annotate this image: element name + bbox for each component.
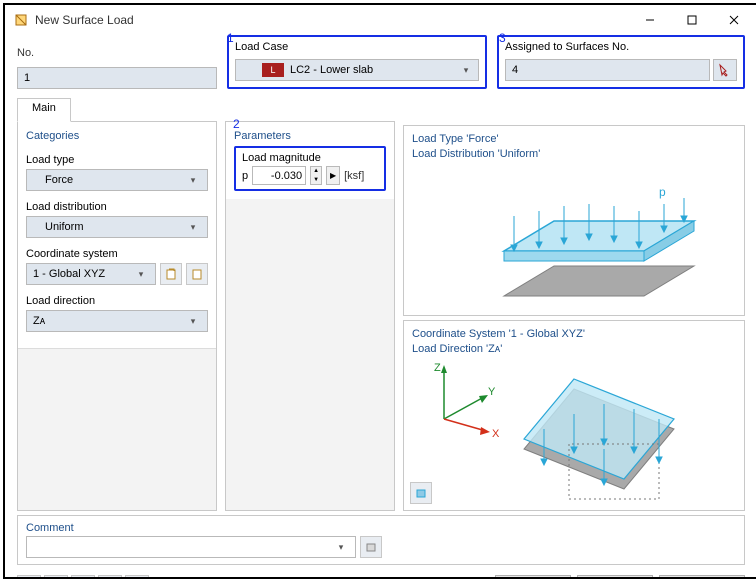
comment-title: Comment — [26, 522, 736, 534]
comment-lib-button[interactable] — [360, 536, 382, 558]
load-type-dropdown[interactable]: Force▾ — [26, 169, 208, 191]
load-case-dropdown[interactable]: L LC2 - Lower slab ▾ — [235, 59, 479, 81]
pick-surfaces-button[interactable] — [713, 59, 737, 81]
maximize-button[interactable] — [671, 6, 713, 34]
load-magnitude-label: Load magnitude — [242, 152, 378, 164]
preview-view-button[interactable] — [410, 482, 432, 504]
load-type-label: Load type — [26, 154, 208, 166]
chevron-down-icon: ▾ — [458, 60, 474, 80]
no-label: No. — [17, 47, 217, 63]
minimize-button[interactable] — [629, 6, 671, 34]
svg-text:Y: Y — [488, 386, 496, 398]
load-case-label: Load Case — [235, 41, 479, 57]
preview-load-type: Load Type 'Force' Load Distribution 'Uni… — [403, 125, 745, 316]
load-dist-dropdown[interactable]: Uniform▾ — [26, 216, 208, 238]
assigned-surfaces-input[interactable]: 4 — [505, 59, 710, 81]
p-apply-button[interactable]: ▶ — [326, 166, 340, 185]
edit-coord-button[interactable] — [186, 263, 208, 285]
chevron-down-icon: ▾ — [133, 264, 149, 284]
load-direction-label: Load direction — [26, 295, 208, 307]
assigned-surfaces-label: Assigned to Surfaces No. — [505, 41, 737, 57]
p-label: p — [659, 185, 666, 199]
preview-top-line1: Load Type 'Force' — [412, 132, 736, 147]
parameters-title: Parameters — [234, 130, 386, 142]
chevron-down-icon: ▾ — [333, 537, 349, 557]
tab-main[interactable]: Main — [17, 98, 71, 122]
load-case-value: LC2 - Lower slab — [290, 64, 373, 76]
svg-text:Z: Z — [434, 362, 441, 374]
new-coord-button[interactable] — [160, 263, 182, 285]
load-case-badge: L — [262, 63, 284, 77]
svg-text:X: X — [492, 428, 500, 440]
no-input[interactable]: 1 — [17, 67, 217, 89]
chevron-down-icon: ▾ — [185, 311, 201, 331]
comment-dropdown[interactable]: ▾ — [26, 536, 356, 558]
load-direction-dropdown[interactable]: Zᴀ▾ — [26, 310, 208, 332]
chevron-down-icon: ▾ — [185, 217, 201, 237]
p-symbol: p — [242, 170, 248, 182]
preview-coord-system: Coordinate System '1 - Global XYZ' Load … — [403, 320, 745, 511]
p-unit: [ksf] — [344, 170, 364, 182]
close-button[interactable] — [713, 6, 755, 34]
app-icon — [13, 12, 29, 28]
categories-title: Categories — [26, 130, 208, 142]
coord-system-dropdown[interactable]: 1 - Global XYZ▾ — [26, 263, 156, 285]
p-input[interactable] — [252, 166, 306, 185]
preview-bottom-line1: Coordinate System '1 - Global XYZ' — [412, 327, 736, 342]
p-spinner[interactable]: ▲▼ — [310, 166, 322, 185]
chevron-down-icon: ▾ — [185, 170, 201, 190]
load-dist-label: Load distribution — [26, 201, 208, 213]
window-title: New Surface Load — [35, 13, 629, 27]
titlebar: New Surface Load — [5, 5, 756, 35]
coord-system-label: Coordinate system — [26, 248, 208, 260]
